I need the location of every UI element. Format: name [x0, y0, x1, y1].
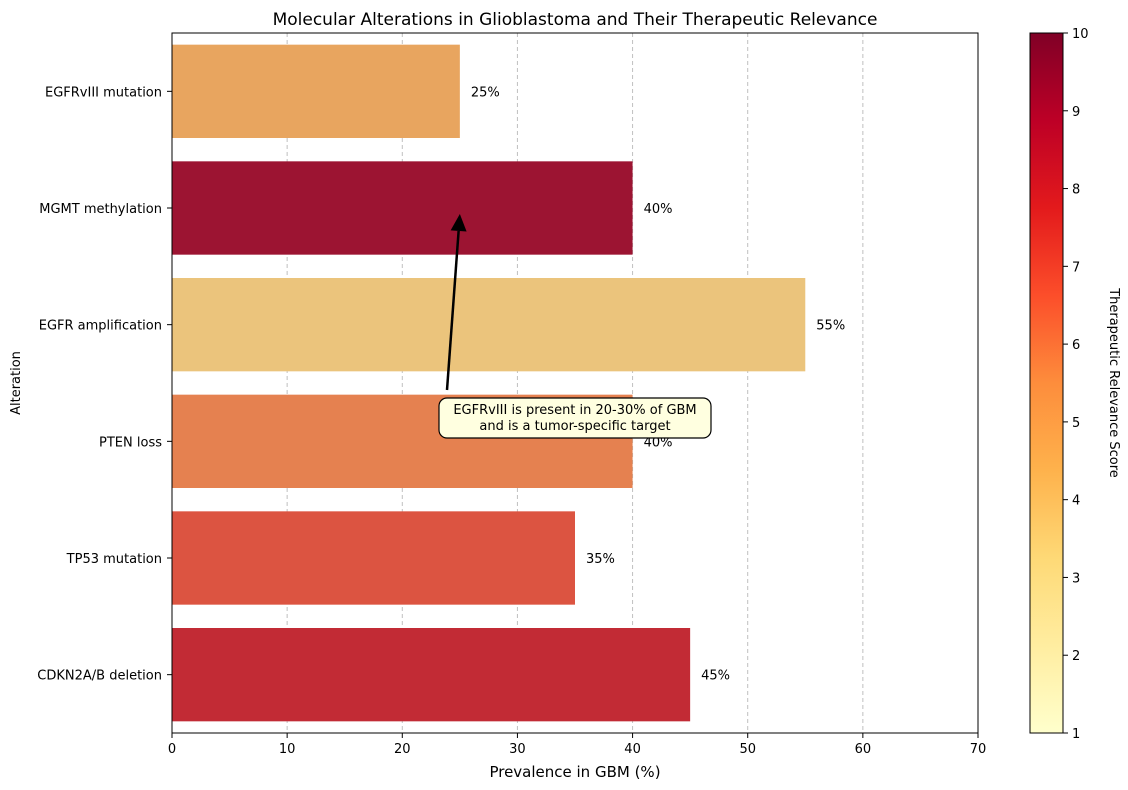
- bar: [172, 44, 460, 138]
- bar-value-label: 40%: [644, 435, 673, 450]
- colorbar-tick-label: 2: [1072, 649, 1080, 664]
- bar-value-label: 55%: [816, 319, 845, 334]
- x-tick-label: 70: [970, 742, 987, 757]
- annotation-box: [438, 397, 712, 439]
- bar: [172, 511, 575, 605]
- chart-title: Molecular Alterations in Glioblastoma an…: [273, 10, 878, 30]
- colorbar-tick-label: 4: [1072, 494, 1080, 509]
- colorbar: 1 2 3 4 5 6 7 8 9 10: [1029, 27, 1089, 742]
- bar-value-label: 40%: [644, 202, 673, 217]
- bar-value-label: 45%: [701, 669, 730, 684]
- bar-value-label: 35%: [586, 552, 615, 567]
- x-tick-label: 10: [279, 742, 296, 757]
- x-tick-label: 0: [168, 742, 176, 757]
- colorbar-gradient: [1029, 32, 1064, 734]
- y-tick-label: PTEN loss: [99, 435, 162, 450]
- y-tick-label: MGMT methylation: [39, 202, 162, 217]
- y-tick-label: EGFR amplification: [39, 319, 162, 334]
- x-tick-label: 40: [624, 742, 641, 757]
- x-tick-label: 30: [509, 742, 526, 757]
- colorbar-tick-label: 1: [1072, 727, 1080, 742]
- colorbar-tick-label: 8: [1072, 183, 1080, 198]
- x-tick-label: 50: [739, 742, 756, 757]
- x-tick-label: 60: [855, 742, 872, 757]
- annotation-text-line: EGFRvIII is present in 20-30% of GBM: [453, 403, 696, 418]
- colorbar-tick-label: 7: [1072, 260, 1080, 275]
- x-axis-label: Prevalence in GBM (%): [489, 763, 660, 781]
- bar-value-label: 25%: [471, 85, 500, 100]
- x-axis: 0 10 20 30 40 50 60 70: [168, 733, 986, 757]
- colorbar-tick-label: 6: [1072, 338, 1080, 353]
- annotation-arrow: [445, 230, 460, 391]
- plot-frame: [171, 32, 979, 734]
- annotation-text-line: and is a tumor-specific target: [479, 419, 670, 434]
- annotation: EGFRvIII is present in 20-30% of GBMand …: [438, 214, 712, 439]
- colorbar-tick-label: 3: [1072, 571, 1080, 586]
- colorbar-tick-label: 5: [1072, 416, 1080, 431]
- y-tick-label: EGFRvIII mutation: [45, 85, 162, 100]
- colorbar-label: Therapeutic Relevance Score: [1106, 287, 1121, 478]
- annotation-arrowhead: [450, 214, 467, 232]
- grid-layer: [286, 33, 864, 733]
- y-tick-label: CDKN2A/B deletion: [37, 669, 162, 684]
- y-axis-label: Alteration: [9, 351, 24, 415]
- bars-layer: 25% 40% 55% 40% 35% 45%: [172, 44, 845, 722]
- bar: [172, 161, 633, 255]
- y-tick-label: TP53 mutation: [66, 552, 162, 567]
- bar: [172, 628, 691, 722]
- bar: [172, 278, 806, 372]
- colorbar-tick-label: 9: [1072, 105, 1080, 120]
- x-tick-label: 20: [394, 742, 411, 757]
- colorbar-tick-label: 10: [1072, 27, 1089, 42]
- y-axis: EGFRvIII mutation MGMT methylation EGFR am…: [37, 85, 172, 684]
